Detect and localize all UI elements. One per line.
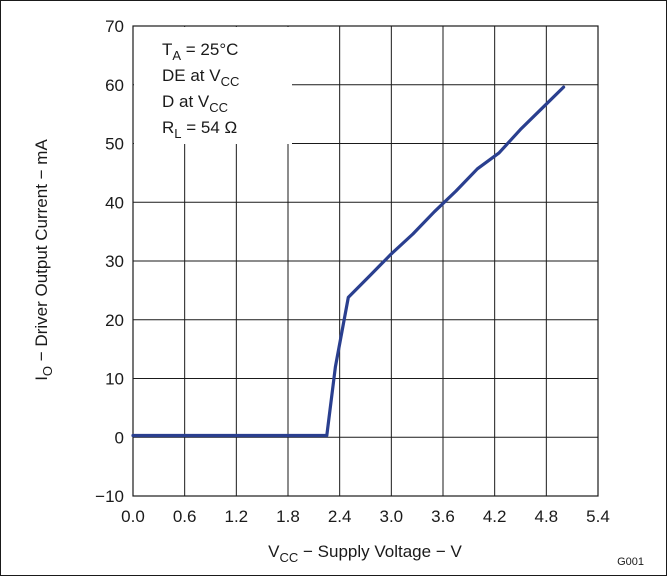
x-tick-label: 0.6: [173, 507, 197, 526]
x-tick-label: 5.4: [586, 507, 610, 526]
y-tick-label: 60: [105, 76, 124, 95]
x-tick-label: 3.6: [431, 507, 455, 526]
x-tick-label: 0.0: [121, 507, 145, 526]
x-axis-title: VCC − Supply Voltage − V: [268, 542, 462, 565]
x-tick-label: 1.2: [225, 507, 249, 526]
annotation-line-rl: RL = 54 Ω: [162, 118, 237, 141]
y-tick-label: 30: [105, 252, 124, 271]
y-tick-label: −10: [95, 487, 124, 506]
x-tick-labels: 0.0 0.6 1.2 1.8 2.4 3.0 3.6 4.2 4.8 5.4: [121, 507, 610, 526]
x-tick-label: 4.2: [483, 507, 507, 526]
annotation-line-d: D at VCC: [162, 92, 228, 115]
x-tick-label: 1.8: [276, 507, 300, 526]
y-tick-label: 0: [115, 428, 124, 447]
x-tick-label: 4.8: [535, 507, 559, 526]
x-tick-label: 2.4: [328, 507, 352, 526]
annotation-line-temperature: TA = 25°C: [162, 40, 238, 63]
x-tick-label: 3.0: [380, 507, 404, 526]
y-tick-label: 40: [105, 193, 124, 212]
plot-frame: [132, 25, 599, 497]
y-tick-label: 10: [105, 370, 124, 389]
y-axis-title: IO − Driver Output Current − mA: [32, 139, 55, 381]
annotation-background: [134, 27, 292, 144]
annotation-line-de: DE at VCC: [162, 66, 239, 89]
series: [131, 85, 566, 438]
series-line: [131, 85, 566, 438]
figure-id: G001: [617, 556, 644, 568]
y-tick-label: 50: [105, 135, 124, 154]
y-tick-label: 70: [105, 17, 124, 36]
y-tick-label: 20: [105, 311, 124, 330]
y-tick-labels: −10 0 10 20 30 40 50 60 70: [95, 17, 124, 506]
